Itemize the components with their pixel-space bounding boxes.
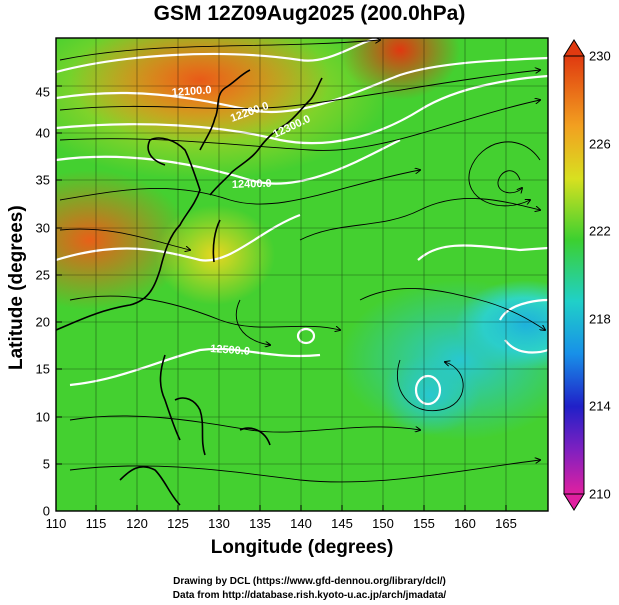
colorbar-max-triangle [563,39,585,57]
y-axis-label: Latitude (degrees) [6,205,27,370]
credit-drawing: Drawing by DCL (https://www.gfd-dennou.o… [173,576,446,587]
credit-data: Data from http://database.rish.kyoto-u.a… [172,590,447,601]
x-tick: 115 [85,516,107,531]
coastlines [56,69,323,506]
x-tick: 160 [454,516,476,531]
y-tick: 25 [35,267,50,283]
streamlines [59,40,545,483]
colorbar-tick: 214 [589,398,611,414]
y-tick: 10 [35,409,50,425]
colorbar-tick: 226 [589,136,611,152]
x-tick: 135 [249,516,271,531]
x-tick: 140 [290,516,312,531]
colorbar-tick: 210 [589,486,611,502]
colorbar-min-triangle [563,493,585,511]
y-tick: 15 [35,361,50,377]
axis-ticks [55,85,507,511]
contour-label: 12500.0 [210,343,251,358]
x-tick: 150 [372,516,394,531]
x-axis-label: Longitude (degrees) [210,537,394,558]
x-tick: 165 [495,516,517,531]
colorbar [563,39,585,511]
y-tick: 20 [35,314,50,330]
lat-lon-grid [56,38,548,511]
x-tick: 130 [208,516,230,531]
y-tick: 35 [35,172,50,188]
y-tick: 5 [42,456,50,472]
x-tick: 155 [413,516,435,531]
x-tick: 145 [331,516,353,531]
x-tick: 110 [45,516,67,531]
contour-label: 12400.0 [232,178,272,191]
y-tick: 30 [35,220,50,236]
colorbar-tick: 222 [589,223,611,239]
map-plot-area [56,38,548,511]
y-tick: 45 [35,84,50,100]
y-tick: 40 [35,125,50,141]
contour-label: 12100.0 [171,84,212,99]
map-title: GSM 12Z09Aug2025 (200.0hPa) [153,2,466,25]
colorbar-tick: 230 [589,48,611,64]
x-tick: 125 [167,516,189,531]
y-tick: 0 [42,503,50,519]
x-tick: 120 [126,516,148,531]
colorbar-tick: 218 [589,311,611,327]
